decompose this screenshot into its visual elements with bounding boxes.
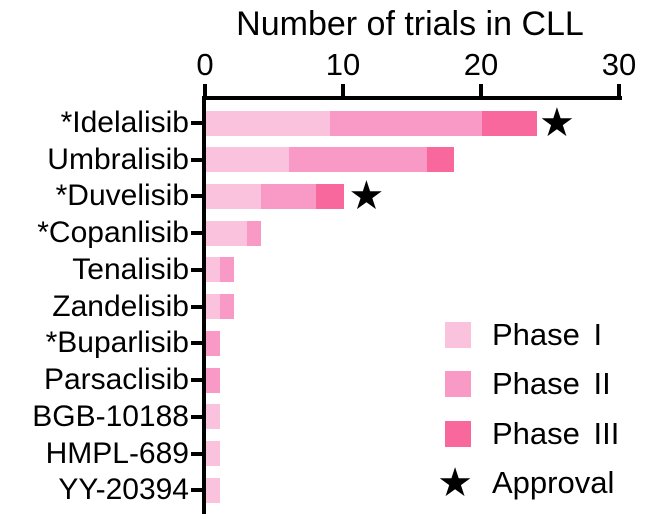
y-axis-tick bbox=[191, 194, 202, 199]
legend-label: Phase I bbox=[492, 316, 603, 352]
chart-title: Number of trials in CLL bbox=[236, 5, 584, 43]
y-axis-tick bbox=[191, 121, 202, 125]
x-axis-tick-label: 30 bbox=[601, 47, 637, 82]
category-label: HMPL-689 bbox=[45, 436, 189, 470]
y-axis-tick bbox=[191, 267, 202, 272]
bar-segment-phase-iii bbox=[481, 110, 538, 136]
category-label: *Copanlisib bbox=[37, 216, 189, 250]
approval-star-icon: ★ bbox=[538, 100, 575, 146]
category-label: *Buparlisib bbox=[45, 326, 189, 360]
bar-row bbox=[206, 404, 220, 430]
y-axis-tick bbox=[191, 488, 202, 493]
y-axis-tick bbox=[191, 341, 202, 346]
legend-label: Phase III bbox=[492, 415, 620, 451]
category-label: YY-20394 bbox=[58, 473, 189, 507]
bar-segment-phase-i bbox=[206, 110, 331, 136]
y-axis-line bbox=[202, 96, 206, 514]
category-label: Tenalisib bbox=[72, 252, 189, 286]
bar-segment-phase-ii bbox=[219, 257, 234, 283]
bar-row bbox=[206, 220, 262, 246]
category-label: Parsaclisib bbox=[43, 363, 189, 397]
y-axis-tick bbox=[191, 231, 202, 236]
y-axis-tick bbox=[191, 157, 202, 162]
bar-row bbox=[206, 330, 220, 356]
bar-segment-phase-ii bbox=[288, 147, 427, 173]
x-axis-tick bbox=[203, 84, 207, 96]
bar-segment-phase-ii bbox=[330, 110, 482, 136]
bar-row bbox=[206, 477, 220, 503]
bar-segment-phase-i bbox=[206, 147, 289, 173]
legend-swatch-phase-i bbox=[445, 321, 471, 348]
x-axis-line bbox=[202, 96, 622, 100]
legend-swatch-phase-ii bbox=[445, 371, 471, 398]
bar-segment-phase-i bbox=[206, 294, 220, 320]
bar-row bbox=[206, 294, 234, 320]
legend-approval-star-icon: ★ bbox=[437, 460, 473, 507]
bar-segment-phase-iii bbox=[316, 183, 344, 209]
y-axis-tick bbox=[191, 378, 202, 383]
bar-segment-phase-ii bbox=[219, 294, 234, 320]
bar-row bbox=[206, 257, 234, 283]
bar-segment-phase-ii bbox=[261, 183, 317, 209]
bar-row bbox=[206, 367, 220, 393]
x-axis-tick bbox=[341, 84, 345, 96]
category-label: BGB-10188 bbox=[32, 399, 189, 433]
category-label: *Duvelisib bbox=[55, 179, 189, 213]
legend-swatch-phase-iii bbox=[445, 420, 471, 447]
legend-label: Approval bbox=[492, 465, 615, 501]
bar-segment-phase-i bbox=[206, 477, 220, 503]
x-axis-tick bbox=[479, 84, 483, 96]
approval-star-icon: ★ bbox=[348, 173, 385, 220]
category-label: *Idelalisib bbox=[60, 106, 189, 139]
bar-segment-phase-i bbox=[206, 257, 220, 283]
bar-row bbox=[206, 147, 455, 173]
bar-segment-phase-iii bbox=[426, 147, 455, 173]
legend-label: Phase II bbox=[492, 366, 611, 402]
bar-segment-phase-ii bbox=[206, 367, 220, 393]
bar-row bbox=[206, 110, 538, 136]
bar-row bbox=[206, 183, 344, 209]
y-axis-tick bbox=[191, 304, 202, 309]
bar-segment-phase-ii bbox=[206, 330, 220, 356]
y-axis-tick bbox=[191, 414, 202, 419]
x-axis-tick-label: 10 bbox=[325, 47, 361, 82]
bar-segment-phase-i bbox=[206, 441, 220, 467]
bar-segment-phase-i bbox=[206, 183, 262, 209]
bar-segment-phase-i bbox=[206, 220, 248, 246]
bar-segment-phase-i bbox=[206, 404, 220, 430]
y-axis-tick bbox=[191, 451, 202, 456]
category-label: Zandelisib bbox=[52, 289, 189, 323]
x-axis-tick-label: 0 bbox=[196, 47, 214, 82]
x-axis-tick bbox=[617, 84, 621, 96]
x-axis-tick-label: 20 bbox=[463, 47, 499, 82]
category-label: Umbralisib bbox=[47, 142, 189, 176]
bar-row bbox=[206, 441, 220, 467]
bar-segment-phase-ii bbox=[247, 220, 262, 246]
